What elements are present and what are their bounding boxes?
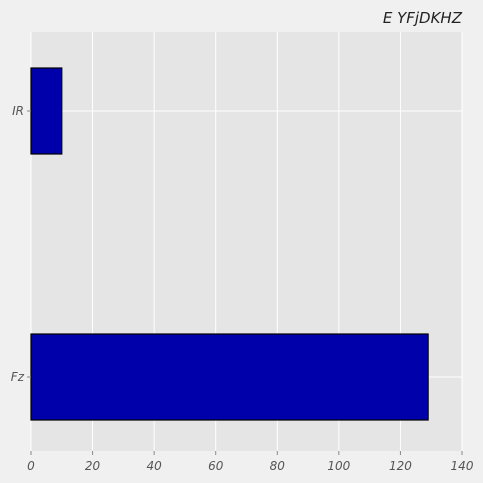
bar-ir	[30, 67, 63, 155]
x-tick-label: 40	[147, 459, 163, 473]
y-tick-label: Fz	[11, 370, 25, 384]
x-tick-label: 20	[85, 459, 101, 473]
chart-title: E YFjDKHZ	[383, 9, 463, 27]
y-tick-label: IR	[12, 104, 24, 118]
x-tick-label: 140	[451, 459, 474, 473]
x-axis-ticks: 0 20 40 60 80 100 120 140	[27, 451, 474, 473]
x-tick-label: 80	[270, 459, 286, 473]
x-tick-label: 0	[27, 459, 35, 473]
x-tick-label: 60	[208, 459, 224, 473]
bars	[30, 67, 429, 421]
x-tick-label: 100	[327, 459, 350, 473]
y-axis-ticks: IR Fz	[11, 104, 31, 384]
bar-fz	[30, 333, 429, 421]
x-tick-label: 120	[389, 459, 412, 473]
